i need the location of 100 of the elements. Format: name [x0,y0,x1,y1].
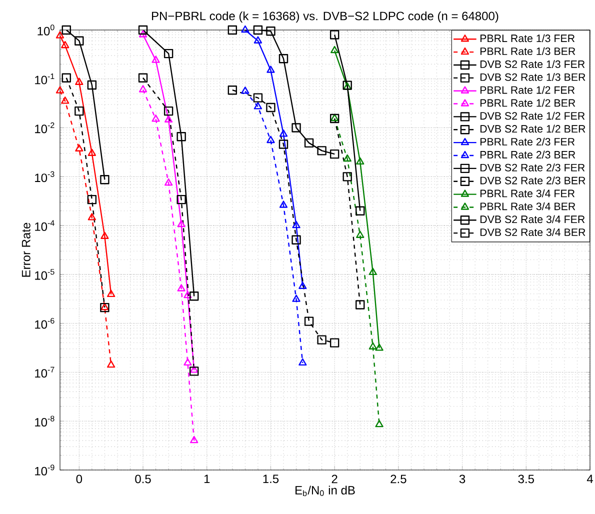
point [164,115,173,122]
legend-label: DVB S2 Rate 1/3 FER [480,60,585,68]
point [75,144,84,152]
point [61,40,70,48]
x-axis-title: E$_{b}$/N$_{0}$ in dB [296,486,355,496]
point [61,96,70,104]
point [177,284,186,292]
legend-label: DVB S2 Rate 1/3 BER [480,73,586,81]
point [176,194,186,204]
point [184,290,192,298]
point [241,86,250,94]
legend-label: PBRL Rate 1/3 BER [480,47,576,56]
point [253,93,263,102]
y-tick-label: 10$^{-1}$ [35,74,54,84]
point [190,366,199,376]
point [292,123,301,132]
point [356,157,364,165]
point [278,140,288,149]
legend-label: DVB S2 Rate 1/2 BER [480,124,586,133]
point [292,220,300,228]
point [330,338,340,348]
point [342,172,352,182]
point [375,420,384,428]
point [190,292,199,301]
point [254,36,262,44]
point [152,114,160,122]
point [292,235,301,244]
point [88,148,96,156]
x-tick-label: 3.5 [518,474,534,484]
legend-label: PBRL Rate 3/4 BER [480,202,576,210]
point [356,300,365,310]
legend-label: PBRL Rate 1/2 BER [480,98,576,107]
y-tick-label: 10$^{-8}$ [35,416,54,427]
point [177,220,186,228]
x-tick-label: 0 [76,474,82,484]
point [138,25,148,35]
legend-label: PBRL Rate 2/3 FER [480,138,575,146]
point [62,73,71,82]
y-tick-label: 10$^{-4}$ [35,220,54,231]
legend-label: PBRL Rate 1/2 FER [480,86,575,94]
legend-label: DVB S2 Rate 3/4 BER [480,228,586,236]
legend-label: DVB S2 Rate 2/3 BER [480,176,586,184]
x-tick-label: 1 [204,474,210,483]
chart-title: PN−PBRL code (k = 16368) vs. DVB−S2 LDPC code (n = 64800) [152,11,498,23]
point [100,232,109,240]
point [254,102,262,110]
point [253,25,263,35]
legend-label: DVB S2 Rate 2/3 FER [480,164,585,172]
point [74,106,84,116]
point [228,86,238,95]
point [266,136,275,144]
legend-label: PBRL Rate 3/4 FER [480,189,575,198]
point [368,268,377,276]
point [279,200,288,208]
point [266,26,276,36]
point [368,342,377,350]
point [304,316,314,326]
point [164,178,173,186]
legend-label: DVB S2 Rate 3/4 FER [480,215,585,224]
point [330,46,339,54]
point [56,86,64,94]
point [330,149,340,159]
x-tick-label: 2.5 [390,474,406,484]
point [87,80,97,90]
point [298,358,307,366]
point [343,154,352,162]
point [298,282,307,289]
y-axis-title: Error Rate [22,222,30,277]
y-tick-label: 10$^{-5}$ [35,269,54,280]
point [100,175,110,184]
point [138,30,148,38]
y-tick-label: 10$^{-6}$ [35,318,54,329]
point [190,366,198,373]
point [184,358,192,366]
point [164,48,174,58]
point [279,130,288,137]
point [190,436,198,444]
point [228,25,238,35]
point [292,294,300,302]
point [152,56,160,63]
point [356,230,364,238]
x-tick-label: 1.5 [263,474,279,484]
legend-label: PBRL Rate 2/3 BER [480,150,576,158]
point [317,146,326,156]
point [75,78,84,85]
point [266,66,275,73]
legend-label: PBRL Rate 1/3 FER [480,34,575,42]
point [266,102,276,112]
x-tick-label: 2 [332,474,338,484]
point [88,213,96,220]
x-tick-label: 4 [586,474,593,483]
legend-label: DVB S2 Rate 1/2 FER [480,112,585,120]
y-tick-label: 10$^{-7}$ [35,366,54,378]
point [176,132,186,142]
point [330,30,340,40]
point [62,25,71,35]
x-tick-label: 0.5 [135,474,151,484]
point [278,54,288,64]
point [164,106,174,116]
point [74,36,84,46]
